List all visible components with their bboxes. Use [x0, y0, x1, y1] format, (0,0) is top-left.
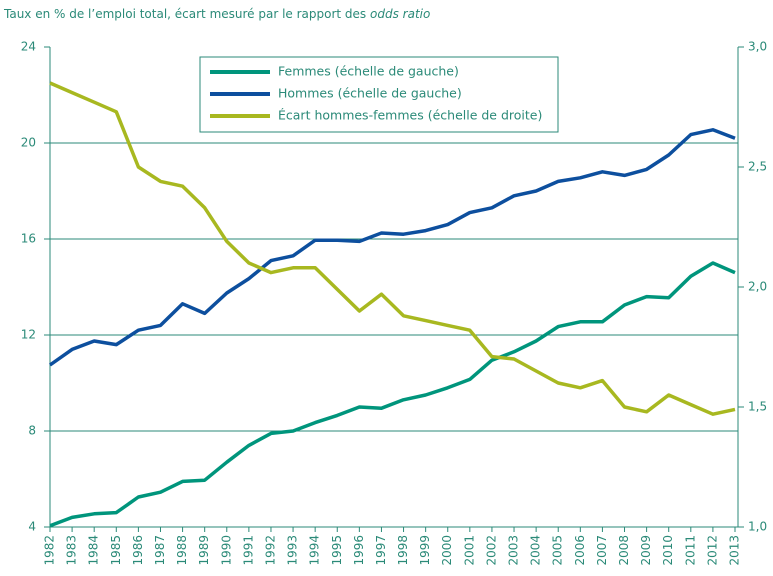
x-tick-label: 1993: [286, 535, 300, 566]
y2-tick-label: 1,0: [748, 520, 767, 534]
x-tick-label: 1996: [352, 535, 366, 566]
x-tick-label: 1983: [65, 535, 79, 566]
x-tick-label: 2013: [728, 535, 742, 566]
x-tick-label: 1985: [109, 535, 123, 566]
series-line: [48, 128, 736, 367]
x-tick-label: 2006: [573, 535, 587, 566]
x-tick-label: 1991: [241, 535, 255, 566]
x-tick-label: 2010: [661, 535, 675, 566]
x-tick-label: 1988: [175, 535, 189, 566]
x-tick-label: 1995: [330, 535, 344, 566]
x-tick-label: 1999: [418, 535, 432, 566]
x-tick-label: 1997: [374, 535, 388, 566]
legend-label: Écart hommes-femmes (échelle de droite): [278, 108, 542, 123]
x-tick-label: 1989: [197, 535, 211, 566]
y-tick-label: 20: [21, 136, 36, 150]
y-tick-label: 8: [28, 424, 36, 438]
x-tick-label: 1986: [131, 535, 145, 566]
legend-label: Hommes (échelle de gauche): [278, 86, 462, 101]
x-tick-label: 2000: [440, 535, 454, 566]
x-tick-label: 1990: [219, 535, 233, 566]
x-tick-label: 2008: [617, 535, 631, 566]
title-italic: odds ratio: [370, 7, 430, 21]
x-tick-label: 2009: [639, 535, 653, 566]
x-tick-label: 2004: [529, 535, 543, 566]
x-tick-label: 1992: [263, 535, 277, 566]
y-tick-label: 4: [28, 520, 36, 534]
x-tick-label: 2003: [507, 535, 521, 566]
y-tick-label: 12: [21, 328, 36, 342]
x-tick-label: 2002: [484, 535, 498, 566]
x-tick-label: 2011: [683, 535, 697, 566]
series-line: [49, 261, 736, 528]
legend-label: Femmes (échelle de gauche): [278, 64, 459, 79]
y2-tick-label: 1,5: [748, 400, 767, 414]
x-tick-label: 2001: [462, 535, 476, 566]
chart-title: Taux en % de l’emploi total, écart mesur…: [3, 7, 430, 21]
y-tick-label: 16: [21, 232, 36, 246]
y2-tick-label: 2,5: [748, 160, 767, 174]
y-tick-label: 24: [21, 40, 36, 54]
x-tick-label: 1998: [396, 535, 410, 566]
x-tick-label: 2005: [551, 535, 565, 566]
series-line: [49, 81, 736, 416]
x-tick-label: 2007: [595, 535, 609, 566]
y2-tick-label: 2,0: [748, 280, 767, 294]
x-tick-label: 1994: [308, 535, 322, 566]
x-tick-label: 1984: [87, 535, 101, 566]
y2-tick-label: 3,0: [748, 40, 767, 54]
x-tick-label: 2012: [705, 535, 719, 566]
x-tick-label: 1987: [153, 535, 167, 566]
x-tick-label: 1982: [43, 535, 57, 566]
title-text: Taux en % de l’emploi total, écart mesur…: [3, 7, 366, 21]
